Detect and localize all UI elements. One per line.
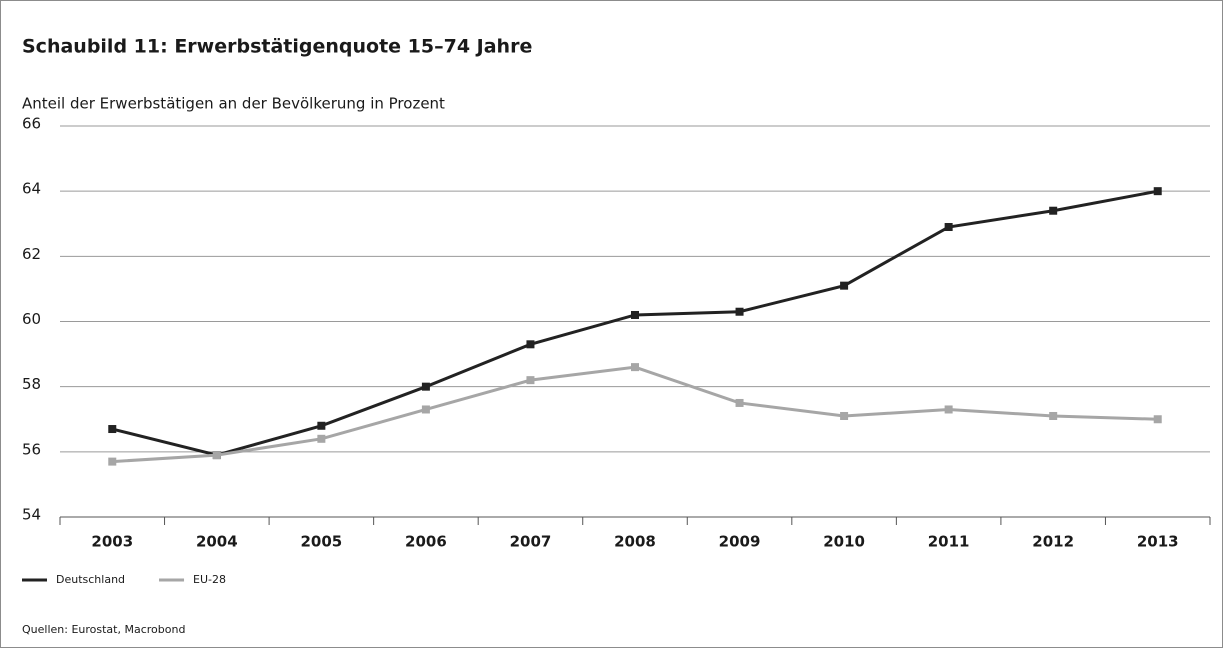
y-tick-label: 62 bbox=[22, 245, 41, 263]
x-tick-label: 2003 bbox=[91, 533, 133, 551]
point bbox=[840, 281, 849, 290]
legend-label: EU-28 bbox=[193, 573, 226, 586]
point bbox=[317, 421, 326, 430]
y-tick-label: 58 bbox=[22, 375, 41, 393]
point bbox=[944, 223, 953, 232]
x-tick-label: 2010 bbox=[823, 533, 865, 551]
x-tick-label: 2013 bbox=[1137, 533, 1179, 551]
x-tick-label: 2006 bbox=[405, 533, 447, 551]
x-tick-label: 2004 bbox=[196, 533, 238, 551]
point bbox=[421, 382, 430, 391]
y-tick-label: 56 bbox=[22, 440, 41, 458]
x-tick-label: 2009 bbox=[719, 533, 761, 551]
point bbox=[108, 457, 117, 466]
point bbox=[1049, 411, 1058, 420]
point bbox=[421, 405, 430, 414]
point bbox=[840, 411, 849, 420]
point bbox=[631, 310, 639, 319]
point bbox=[526, 376, 535, 385]
point bbox=[526, 340, 535, 349]
legend-label: Deutschland bbox=[56, 573, 125, 586]
x-tick-label: 2007 bbox=[510, 533, 552, 551]
point bbox=[1049, 206, 1058, 215]
subtitle: Anteil der Erwerbstätigen an der Bevölke… bbox=[22, 95, 445, 113]
point bbox=[1153, 187, 1162, 196]
point bbox=[631, 363, 639, 372]
x-tick-label: 2012 bbox=[1032, 533, 1074, 551]
point bbox=[735, 307, 744, 316]
x-tick-label: 2011 bbox=[928, 533, 970, 551]
y-tick-label: 64 bbox=[22, 180, 41, 198]
point bbox=[944, 405, 953, 414]
point bbox=[108, 425, 117, 434]
source: Quellen: Eurostat, Macrobond bbox=[22, 623, 185, 636]
chart-title: Schaubild 11: Erwerbstätigenquote 15–74 … bbox=[22, 36, 532, 58]
point bbox=[1153, 415, 1162, 424]
x-tick-label: 2008 bbox=[614, 533, 656, 551]
point bbox=[735, 398, 744, 407]
y-tick-label: 54 bbox=[22, 506, 41, 524]
point bbox=[317, 434, 326, 443]
y-tick-label: 66 bbox=[22, 115, 41, 133]
point bbox=[212, 451, 221, 460]
x-tick-label: 2005 bbox=[300, 533, 342, 551]
y-tick-label: 60 bbox=[22, 310, 41, 328]
